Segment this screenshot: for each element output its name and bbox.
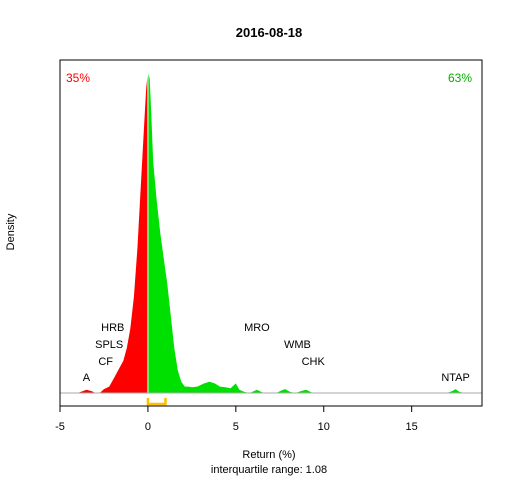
annotation-ntap: NTAP [441,372,470,384]
annotation-spls: SPLS [95,339,123,351]
annotation-cf: CF [98,356,113,368]
annotation-chk: CHK [302,356,326,368]
x-tick-label: 0 [145,421,151,433]
x-tick-label: 15 [406,421,418,433]
ticker-annotations: HRB SPLS CF A MRO WMB CHK NTAP [83,322,470,384]
iqr-caption: interquartile range: 1.08 [211,464,327,476]
chart-title: 2016-08-18 [236,25,303,40]
x-tick-label: -5 [55,421,65,433]
annotation-mro: MRO [244,322,270,334]
density-area [60,72,482,406]
x-tick-label: 5 [233,421,239,433]
negative-density-area [60,72,148,393]
positive-density-area [147,72,482,393]
x-tick-label: 10 [318,421,330,433]
annotation-wmb: WMB [284,339,311,351]
annotation-hrb: HRB [101,322,124,334]
plot-frame [59,59,483,407]
x-axis-label: Return (%) [242,449,295,461]
y-axis-label: Density [5,213,17,250]
positive-percent: 63% [448,71,472,85]
negative-percent: 35% [66,71,90,85]
iqr-bracket [146,398,167,406]
annotation-a: A [83,372,91,384]
x-axis: -5 0 5 10 15 [55,405,418,433]
